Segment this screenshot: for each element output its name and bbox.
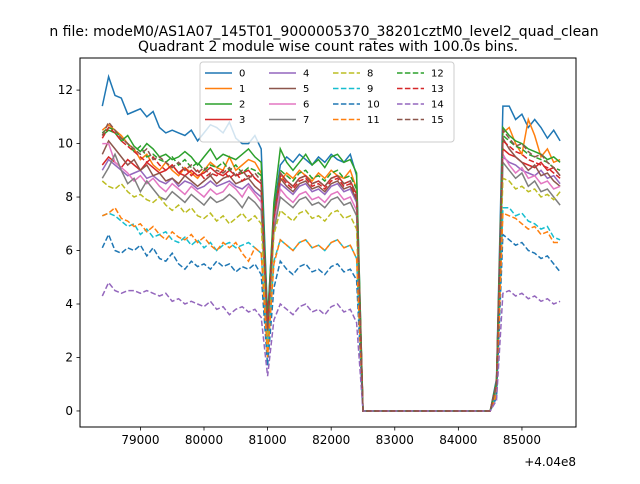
x-tick-label: 81000 bbox=[248, 433, 286, 447]
series-line-14 bbox=[101, 281, 561, 412]
legend-label-7: 7 bbox=[303, 115, 309, 126]
x-tick-label: 83000 bbox=[376, 433, 414, 447]
figure-suptitle: n file: modeM0/AS1A07_145T01_9000005370_… bbox=[49, 24, 598, 40]
legend-label-6: 6 bbox=[303, 100, 309, 111]
legend-label-11: 11 bbox=[367, 115, 380, 126]
series-line-8 bbox=[101, 177, 561, 412]
series-line-15 bbox=[101, 120, 561, 412]
x-tick-label: 79000 bbox=[121, 433, 159, 447]
y-tick-label: 2 bbox=[65, 350, 73, 364]
legend-label-8: 8 bbox=[367, 69, 373, 80]
series-line-11 bbox=[102, 206, 561, 412]
legend-label-9: 9 bbox=[367, 84, 373, 95]
series-line-9 bbox=[102, 206, 561, 412]
legend-label-14: 14 bbox=[431, 100, 444, 111]
x-tick-label: 80000 bbox=[185, 433, 223, 447]
legend-label-4: 4 bbox=[303, 69, 309, 80]
legend-label-3: 3 bbox=[239, 115, 245, 126]
legend-label-1: 1 bbox=[239, 84, 245, 95]
series-line-10 bbox=[101, 232, 561, 412]
legend-label-0: 0 bbox=[239, 69, 245, 80]
series-line-7 bbox=[101, 152, 561, 412]
legend-label-15: 15 bbox=[431, 115, 444, 126]
legend-label-12: 12 bbox=[431, 69, 444, 80]
x-tick-label: 82000 bbox=[312, 433, 350, 447]
y-tick-label: 6 bbox=[65, 244, 73, 258]
y-tick-label: 12 bbox=[58, 83, 73, 97]
y-tick-label: 8 bbox=[65, 190, 73, 204]
x-tick-label: 85000 bbox=[503, 433, 541, 447]
series-line-1 bbox=[101, 116, 561, 412]
series-line-3 bbox=[101, 147, 561, 412]
y-tick-label: 4 bbox=[65, 297, 73, 311]
plot-area bbox=[101, 73, 561, 412]
axis-ticks: 79000 80000 81000 82000 83000 84000 85000 0 2 4 6 8… bbox=[58, 83, 541, 447]
legend-label-10: 10 bbox=[367, 100, 380, 111]
x-axis-offset-label: +4.04e8 bbox=[524, 455, 576, 469]
legend-label-13: 13 bbox=[431, 84, 444, 95]
legend-box bbox=[199, 61, 455, 143]
y-tick-label: 10 bbox=[58, 137, 73, 151]
legend-label-5: 5 bbox=[303, 84, 309, 95]
chart-title: Quadrant 2 module wise count rates with … bbox=[138, 39, 518, 55]
y-tick-label: 0 bbox=[65, 404, 73, 418]
axes-frame bbox=[79, 57, 577, 428]
x-tick-label: 84000 bbox=[439, 433, 477, 447]
legend-label-2: 2 bbox=[239, 100, 245, 111]
